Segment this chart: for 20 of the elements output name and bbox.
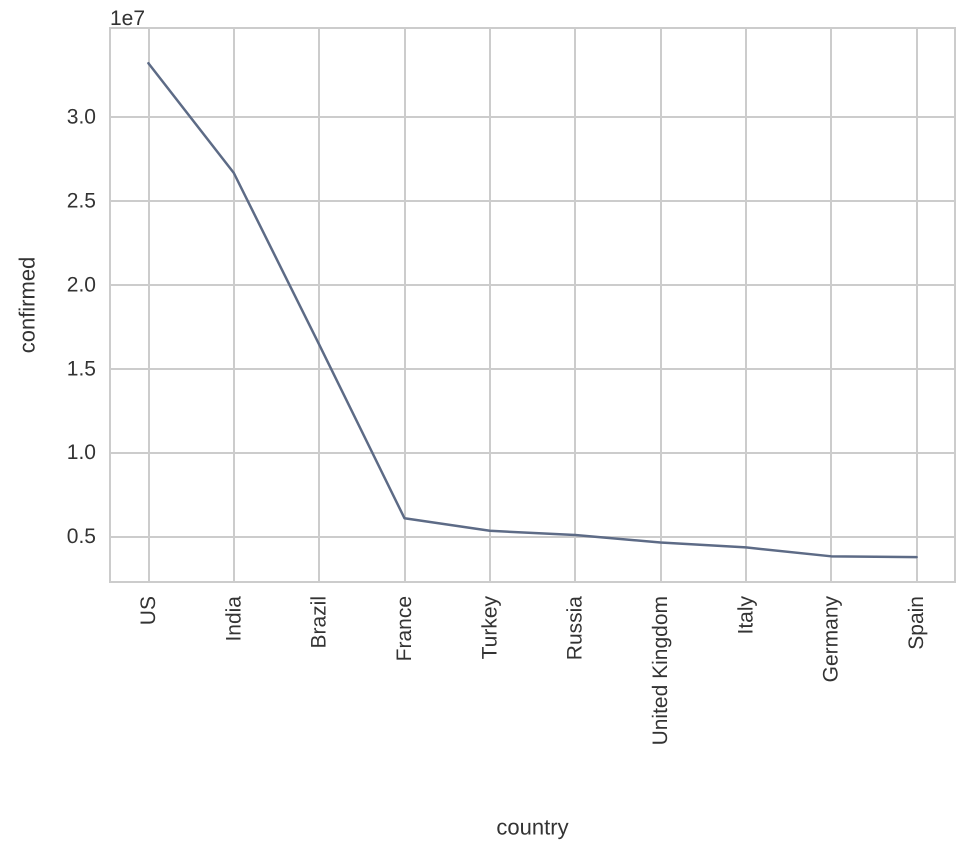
x-axis-title: country <box>496 814 569 840</box>
x-tick-label: United Kingdom <box>649 596 672 746</box>
y-axis-title: confirmed <box>14 256 40 354</box>
x-tick-label: US <box>136 596 160 626</box>
x-tick-label: Russia <box>564 596 587 660</box>
y-tick-label: 2.0 <box>66 273 96 296</box>
x-tick-label: Spain <box>905 596 928 650</box>
line-series <box>147 62 918 558</box>
x-tick-label: Italy <box>734 596 758 635</box>
y-tick-label: 1.0 <box>66 441 96 464</box>
y-tick-label: 3.0 <box>66 105 96 128</box>
y-tick-label: 2.5 <box>66 189 96 212</box>
x-tick-label: France <box>392 596 416 662</box>
y-tick-label: 0.5 <box>66 525 96 548</box>
x-tick-label: Germany <box>820 596 843 682</box>
x-tick-label: India <box>222 596 246 642</box>
y-tick-label: 1.5 <box>66 357 96 380</box>
x-tick-label: Brazil <box>308 596 331 649</box>
annotation: 1e7 <box>110 7 146 30</box>
x-tick-label: Turkey <box>478 596 502 660</box>
